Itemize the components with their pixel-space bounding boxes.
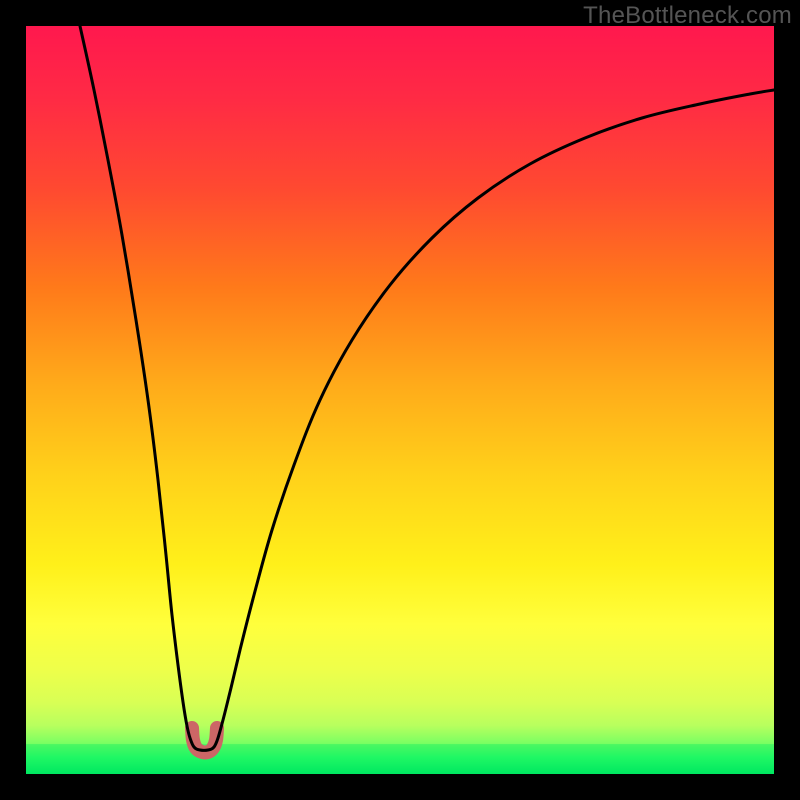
bottleneck-chart: [0, 0, 800, 800]
baseline-band: [26, 744, 774, 774]
chart-root: TheBottleneck.com: [0, 0, 800, 800]
plot-background: [26, 26, 774, 774]
